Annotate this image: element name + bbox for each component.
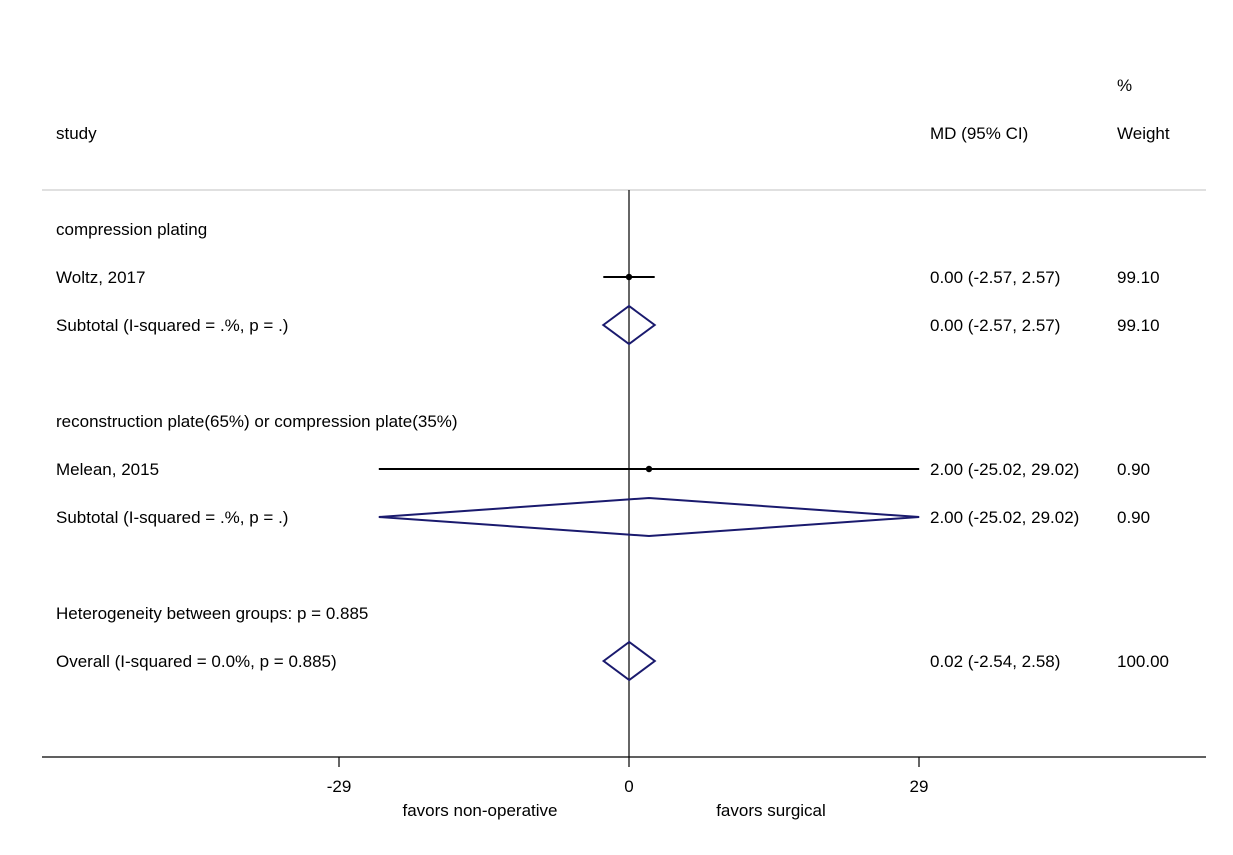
row-group: Heterogeneity between groups: p = 0.885 (56, 604, 368, 623)
ci-text: 0.00 (-2.57, 2.57) (930, 316, 1060, 335)
study-label: Woltz, 2017 (56, 268, 145, 287)
weight-value: 99.10 (1117, 316, 1160, 335)
study-header: study (56, 124, 97, 143)
group-label: reconstruction plate(65%) or compression… (56, 412, 458, 431)
row-subtotal: Subtotal (I-squared = .%, p = .) 2.00 (-2… (56, 496, 1150, 538)
x-tick-label: 0 (624, 777, 633, 796)
row-study: Woltz, 2017 0.00 (-2.57, 2.57) 99.10 (56, 268, 1160, 287)
study-label: Melean, 2015 (56, 460, 159, 479)
x-tick-label: -29 (327, 777, 352, 796)
subtotal-label: Subtotal (I-squared = .%, p = .) (56, 508, 288, 527)
row-subtotal: Subtotal (I-squared = .%, p = .) 0.00 (-2… (56, 304, 1160, 346)
subtotal-diamond (601, 304, 657, 346)
ci-text: 2.00 (-25.02, 29.02) (930, 460, 1079, 479)
weight-value: 100.00 (1117, 652, 1169, 671)
row-group: reconstruction plate(65%) or compression… (56, 412, 458, 431)
weight-value: 0.90 (1117, 508, 1150, 527)
overall-diamond (601, 640, 657, 682)
weight-value: 0.90 (1117, 460, 1150, 479)
subtotal-label: Subtotal (I-squared = .%, p = .) (56, 316, 288, 335)
group-label: compression plating (56, 220, 207, 239)
weight-header-top: % (1117, 76, 1132, 95)
favors-right-label: favors surgical (716, 801, 826, 820)
ci-text: 0.02 (-2.54, 2.58) (930, 652, 1060, 671)
weight-header: Weight (1117, 124, 1170, 143)
subtotal-diamond (378, 496, 920, 538)
point-estimate-marker (625, 273, 633, 281)
x-tick-label: 29 (910, 777, 929, 796)
group-label: Heterogeneity between groups: p = 0.885 (56, 604, 368, 623)
point-estimate-marker (645, 465, 653, 473)
row-group: compression plating (56, 220, 207, 239)
favors-left-label: favors non-operative (403, 801, 558, 820)
row-overall: Overall (I-squared = 0.0%, p = 0.885) 0.0… (56, 640, 1169, 682)
effect-header: MD (95% CI) (930, 124, 1028, 143)
overall-label: Overall (I-squared = 0.0%, p = 0.885) (56, 652, 337, 671)
row-study: Melean, 2015 2.00 (-25.02, 29.02) 0.90 (56, 460, 1150, 479)
ci-text: 0.00 (-2.57, 2.57) (930, 268, 1060, 287)
weight-value: 99.10 (1117, 268, 1160, 287)
ci-text: 2.00 (-25.02, 29.02) (930, 508, 1079, 527)
